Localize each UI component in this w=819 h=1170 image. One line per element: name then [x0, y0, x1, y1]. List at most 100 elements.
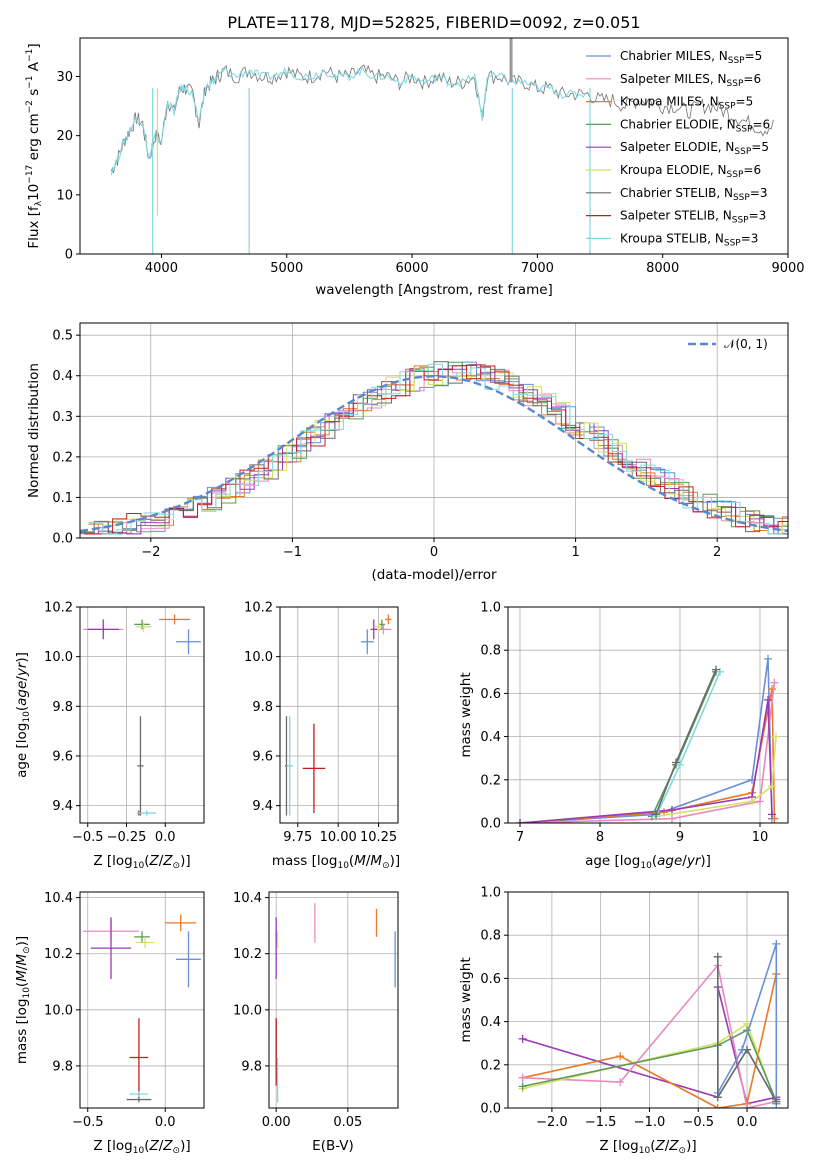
spectrum-series-model: [110, 65, 586, 176]
legend-count: =3: [741, 231, 759, 245]
mass_weight_vs_Z-ytick-label: 0.0: [480, 1102, 501, 1117]
spectrum-frame: [79, 37, 789, 255]
age-vs-mass-xlabel: mass [log10(M/M⊙)]: [272, 853, 400, 871]
mass_weight_vs_Z-marker: [616, 1052, 625, 1061]
mass_weight_vs_age-marker: [764, 695, 772, 704]
mass_weight_vs_age-marker: [748, 797, 756, 806]
age_vs_Z-plot-area: [83, 614, 201, 816]
mass_weight_vs_age-series-line: [519, 658, 773, 823]
mass_weight_vs_Z-marker: [518, 1073, 527, 1082]
mass_weight_vs_Z-xtick-label: −1.5: [585, 1115, 617, 1130]
mass_vs_Z-ytick-label: 10.0: [44, 1003, 73, 1018]
residuals-plot-area: [80, 361, 788, 535]
spectrum-xtick-label: 9000: [771, 261, 804, 276]
mass-vs-Z-xlabel: Z [log10(Z/Z⊙)]: [93, 1138, 190, 1156]
plot-layer: 4000 5000 6000 7000 8000 90000102030wavelengt…: [14, 37, 805, 1156]
mass_vs_Z-ytick-label: 9.8: [52, 1059, 73, 1074]
age_vs_mass-ytick-label: 10.2: [244, 601, 273, 616]
residual-histogram-kroupa_miles: [88, 364, 788, 535]
legend-subscript: SSP: [727, 170, 744, 180]
spectrum-xtick-label: 4000: [145, 261, 178, 276]
legend-count: =6: [743, 163, 761, 177]
mass_weight_vs_age-marker: [668, 814, 676, 823]
mass_weight_vs_age-series-line: [519, 682, 776, 823]
mass_weight_vs_Z-marker: [713, 952, 722, 961]
mass_weight_vs_Z-ylabel: mass weight: [458, 957, 474, 1042]
residuals-ytick-label: 0.3: [52, 410, 73, 425]
mass_weight_vs_age-ylabel: mass weight: [458, 672, 474, 757]
residuals-xlabel: (data-model)/error: [371, 567, 497, 583]
residual-histogram-chabrier_stelib: [80, 361, 788, 535]
legend-entry: Chabrier ELODIE, NSSP=6: [620, 117, 770, 134]
legend-subscript: SSP: [733, 193, 750, 203]
mass_weight_vs_Z-series-line: [717, 956, 777, 1102]
legend-count: =5: [745, 49, 763, 63]
mass_vs_Z-plot-area: [83, 914, 201, 1103]
legend-entry: Chabrier MILES, NSSP=5: [620, 49, 762, 66]
mass_vs_ebv-xtick-label: 0.05: [333, 1115, 362, 1130]
mass_weight_vs_age-marker: [768, 810, 776, 819]
spectrum-ytick-label: 0: [65, 248, 73, 263]
mass-vs-ebv-xlabel: E(B-V): [312, 1138, 354, 1154]
residual-histogram-kroupa_stelib: [88, 363, 788, 535]
mass_weight_vs_Z-marker: [772, 939, 781, 948]
mass_vs_Z-ytick-label: 10.2: [44, 947, 73, 962]
mass_weight_vs_Z-frame: [507, 891, 789, 1109]
mass_vs_ebv-plot-area: [275, 903, 396, 1103]
legend-count: =5: [751, 140, 769, 154]
mass-weight-vs-age-xlabel: age [log10(age/yr)]: [585, 853, 711, 871]
mass_weight_vs_age-ytick-label: 1.0: [480, 601, 501, 616]
mass_vs_ebv-ytick-label: 10.2: [233, 947, 262, 962]
spectrum-xtick-label: 5000: [270, 261, 303, 276]
mass_vs_Z-xtick-label: −0.5: [72, 1115, 104, 1130]
mass_weight_vs_age-marker: [652, 810, 660, 819]
legend-subscript: SSP: [734, 147, 751, 157]
age_vs_mass-ytick-label: 9.8: [252, 700, 273, 715]
age-vs-Z-xlabel: Z [log10(Z/Z⊙)]: [93, 853, 190, 871]
age_vs_Z-xtick-label: −0.5: [72, 830, 104, 845]
mass_weight_vs_age-ytick-label: 0.0: [480, 817, 501, 832]
mass_weight_vs_age-ytick-label: 0.4: [480, 730, 501, 745]
mass_weight_vs_Z-ytick-label: 1.0: [480, 886, 501, 901]
spectrum-ytick-label: 10: [56, 188, 73, 203]
mass_weight_vs_age-series-line: [655, 736, 777, 818]
legend-subscript: SSP: [728, 56, 745, 66]
mass_weight_vs_Z-series-line: [522, 973, 778, 1108]
mass_weight_vs_age-marker: [770, 814, 779, 823]
residuals-xtick-label: 2: [713, 545, 721, 560]
mass-weight-vs-Z-xlabel: Z [log10(Z/Z⊙)]: [599, 1138, 696, 1156]
residuals-xtick-label: 1: [571, 545, 579, 560]
mass_weight_vs_Z-marker: [616, 1078, 625, 1087]
mass_vs_ebv-frame: [268, 891, 399, 1109]
mass_weight_vs_Z-xtick-label: −2.0: [536, 1115, 568, 1130]
mass_weight_vs_age-marker: [768, 685, 776, 694]
age_vs_mass-ytick-label: 10.0: [244, 650, 273, 665]
mass_weight_vs_age-marker: [770, 678, 779, 687]
age_vs_mass-ytick-label: 9.6: [252, 749, 273, 764]
mass_weight_vs_Z-marker: [518, 1082, 527, 1091]
age_vs_Z-xtick-label: −0.25: [107, 830, 147, 845]
mass_weight_vs_Z-ytick-label: 0.6: [480, 972, 501, 987]
mass_vs_ebv-ytick-label: 10.4: [233, 891, 262, 906]
mass_weight_vs_age-xtick-label: 9: [676, 830, 684, 845]
legend-subscript: SSP: [736, 124, 753, 134]
spectrum-xtick-label: 8000: [646, 261, 679, 276]
age_vs_mass-ytick-label: 9.4: [252, 799, 273, 814]
mass_weight_vs_age-ytick-label: 0.6: [480, 687, 501, 702]
mass_vs_ebv-ytick-label: 10.0: [233, 1003, 262, 1018]
mass_weight_vs_Z-plot-area: [518, 939, 781, 1108]
mass_weight_vs_Z-marker: [772, 1097, 781, 1106]
legend-count: =6: [752, 117, 770, 131]
residuals-ytick-label: 0.2: [52, 450, 73, 465]
age_vs_mass-xtick-label: 9.75: [283, 830, 312, 845]
age_vs_Z-ytick-label: 9.8: [52, 700, 73, 715]
mass_weight_vs_Z-ytick-label: 0.2: [480, 1058, 501, 1073]
mass-vs-Z-ylabel: mass [log10(M/M⊙)]: [14, 936, 32, 1064]
age_vs_Z-ytick-label: 10.0: [44, 650, 73, 665]
age_vs_Z-ytick-label: 9.4: [52, 799, 73, 814]
legend-entry: Salpeter ELODIE, NSSP=5: [620, 140, 769, 157]
mass_weight_vs_Z-marker: [518, 1034, 527, 1043]
mass_weight_vs_age-ytick-label: 0.2: [480, 773, 501, 788]
mass_vs_Z-frame: [79, 891, 205, 1109]
